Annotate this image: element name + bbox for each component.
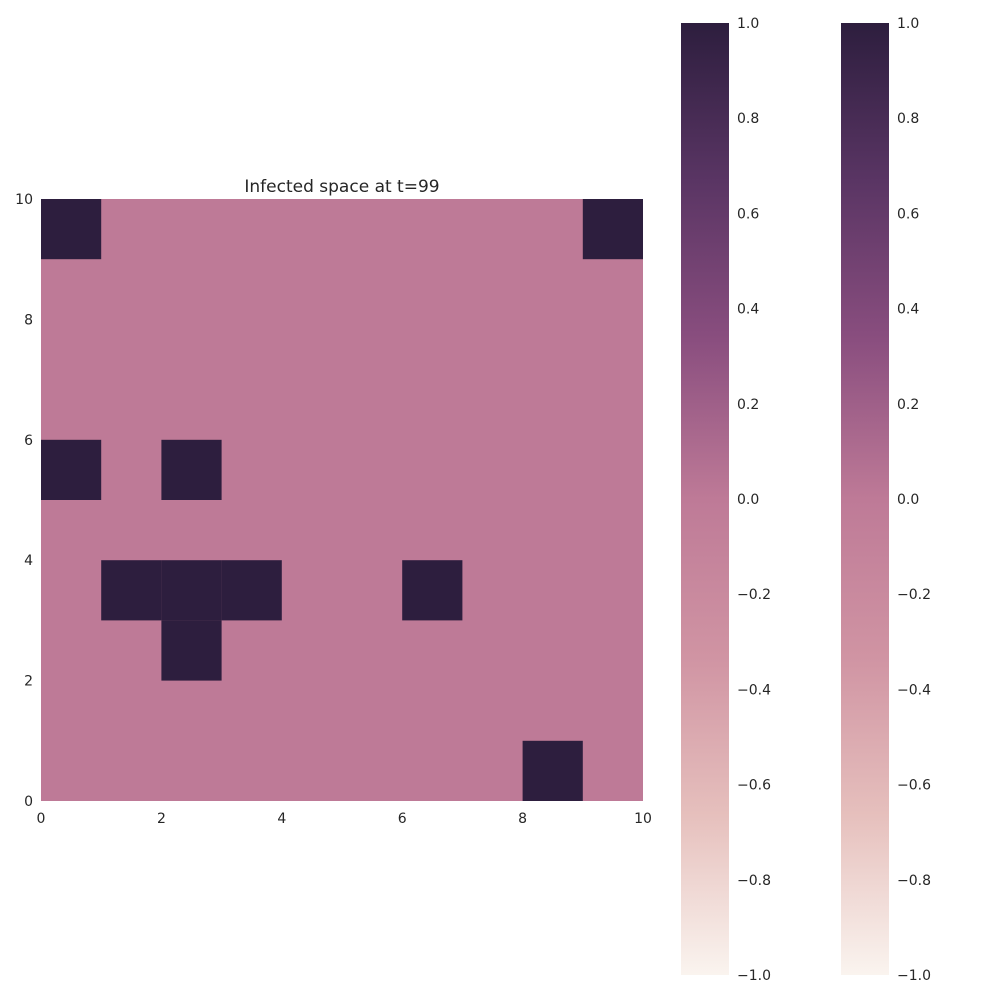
colorbar-tick-label: 0.2 [737, 397, 759, 413]
colorbar-tick-label: 0.0 [737, 492, 759, 508]
heatmap-background [41, 199, 643, 801]
x-axis-ticks: 0 2 4 6 8 10 [37, 811, 652, 827]
x-tick-label: 4 [277, 811, 286, 827]
colorbar-tick-label: 0.6 [897, 206, 919, 222]
y-tick-label: 0 [24, 794, 33, 810]
x-tick-label: 8 [518, 811, 527, 827]
infected-cell-4 [101, 560, 162, 621]
chart-title: Infected space at t=99 [244, 177, 439, 197]
colorbar-tick-label: −1.0 [897, 968, 931, 984]
colorbar-1: 1.0 0.8 0.6 0.4 0.2 0.0 −0.2 −0.4 −0.6 −0.8 −1.0 [681, 16, 771, 984]
colorbar-tick-label: 1.0 [897, 16, 919, 32]
y-tick-label: 6 [24, 433, 33, 449]
colorbar-gradient [681, 23, 729, 975]
colorbar-tick-label: 0.8 [897, 111, 919, 127]
colorbar-tick-label: 0.6 [737, 206, 759, 222]
infected-cell-3 [161, 439, 222, 500]
colorbar-tick-label: −0.4 [737, 682, 771, 698]
colorbar-tick-label: −0.8 [737, 873, 771, 889]
y-tick-label: 10 [15, 192, 33, 208]
y-tick-label: 2 [24, 674, 33, 690]
x-tick-label: 2 [157, 811, 166, 827]
colorbar-2: 1.0 0.8 0.6 0.4 0.2 0.0 −0.2 −0.4 −0.6 −0.8 −1.0 [841, 16, 931, 984]
infected-cell-7 [402, 560, 463, 621]
y-tick-label: 4 [24, 553, 33, 569]
colorbar-tick-label: −0.2 [897, 587, 931, 603]
infected-cell-9 [522, 740, 583, 801]
x-tick-label: 0 [37, 811, 46, 827]
colorbar-tick-label: 0.2 [897, 397, 919, 413]
infected-cell-2 [41, 439, 102, 500]
colorbar-tick-label: 0.4 [737, 302, 759, 318]
infected-cell-6 [221, 560, 282, 621]
y-axis-ticks: 0 2 4 6 8 10 [15, 192, 33, 810]
x-tick-label: 10 [634, 811, 652, 827]
colorbar-tick-label: 0.8 [737, 111, 759, 127]
colorbar-tick-label: −0.4 [897, 682, 931, 698]
colorbar-tick-label: −0.6 [737, 778, 771, 794]
colorbar-gradient [841, 23, 889, 975]
infected-cell-5 [161, 560, 222, 621]
colorbars: 1.00.80.60.40.20.0−0.2−0.4−0.6−0.8−1.01.… [681, 16, 931, 984]
infected-cell-0 [41, 199, 102, 260]
colorbar-tick-label: −1.0 [737, 968, 771, 984]
colorbar-tick-label: 1.0 [737, 16, 759, 32]
infected-cell-8 [161, 620, 222, 681]
colorbar-tick-label: −0.2 [737, 587, 771, 603]
colorbar-tick-label: 0.0 [897, 492, 919, 508]
colorbar-tick-label: −0.6 [897, 778, 931, 794]
colorbar-tick-label: −0.8 [897, 873, 931, 889]
y-tick-label: 8 [24, 312, 33, 328]
infected-cell-1 [582, 199, 643, 260]
x-tick-label: 6 [398, 811, 407, 827]
heatmap-plot [41, 199, 643, 801]
colorbar-tick-label: 0.4 [897, 302, 919, 318]
